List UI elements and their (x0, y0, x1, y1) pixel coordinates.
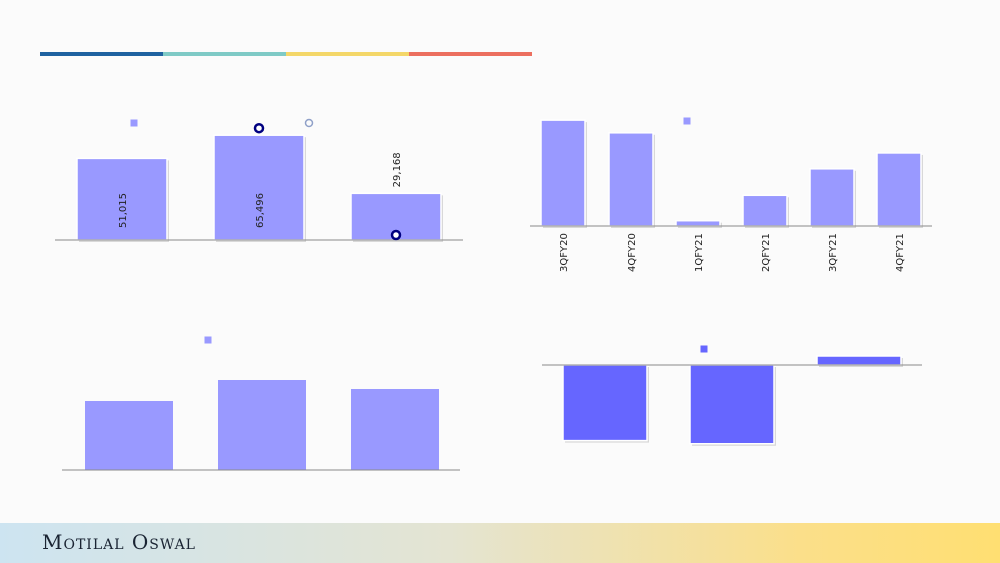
data-label: 51,015 (118, 193, 129, 228)
bar (742, 194, 788, 227)
bar (76, 157, 168, 241)
bar (562, 364, 648, 442)
bar (540, 119, 586, 227)
tick-label: 1QFY21 (694, 233, 705, 272)
series-marker (253, 122, 265, 134)
legend-square-icon (700, 345, 708, 353)
bar (816, 355, 902, 366)
bar (876, 152, 922, 227)
tick-label: 3QFY21 (828, 233, 839, 272)
bar (213, 134, 305, 241)
bar (809, 168, 855, 227)
tick-label: 3QFY20 (559, 233, 570, 272)
tick-label: 4QFY21 (895, 233, 906, 272)
data-label: 65,496 (255, 193, 266, 228)
stripe-segment (286, 52, 409, 56)
bar (608, 132, 654, 227)
legend-square-icon (130, 119, 138, 127)
stripe-segment (163, 52, 286, 56)
bar (218, 380, 306, 470)
header-stripe (40, 52, 532, 56)
brand-logo-text: Motilal Oswal (42, 530, 196, 554)
series-marker (390, 229, 402, 241)
tick-label: 2QFY21 (761, 233, 772, 272)
legend-circle-icon (304, 118, 314, 128)
legend-square-icon (204, 336, 212, 344)
chart-4 (542, 345, 922, 446)
stripe-segment (40, 52, 163, 56)
chart-1: 51,015 65,496 29,168 (55, 118, 463, 242)
bar (675, 219, 721, 227)
stripe-segment (409, 52, 532, 56)
legend-square-icon (683, 117, 691, 125)
bar (351, 389, 439, 470)
bar (689, 364, 775, 445)
data-label: 29,168 (392, 152, 403, 187)
chart-3 (62, 336, 460, 471)
chart-2: 3QFY20 4QFY20 1QFY21 2QFY21 3QFY21 4QFY21 (530, 117, 932, 272)
tick-label: 4QFY20 (627, 233, 638, 272)
footer-band: Motilal Oswal (0, 523, 1000, 563)
bar (85, 401, 173, 470)
